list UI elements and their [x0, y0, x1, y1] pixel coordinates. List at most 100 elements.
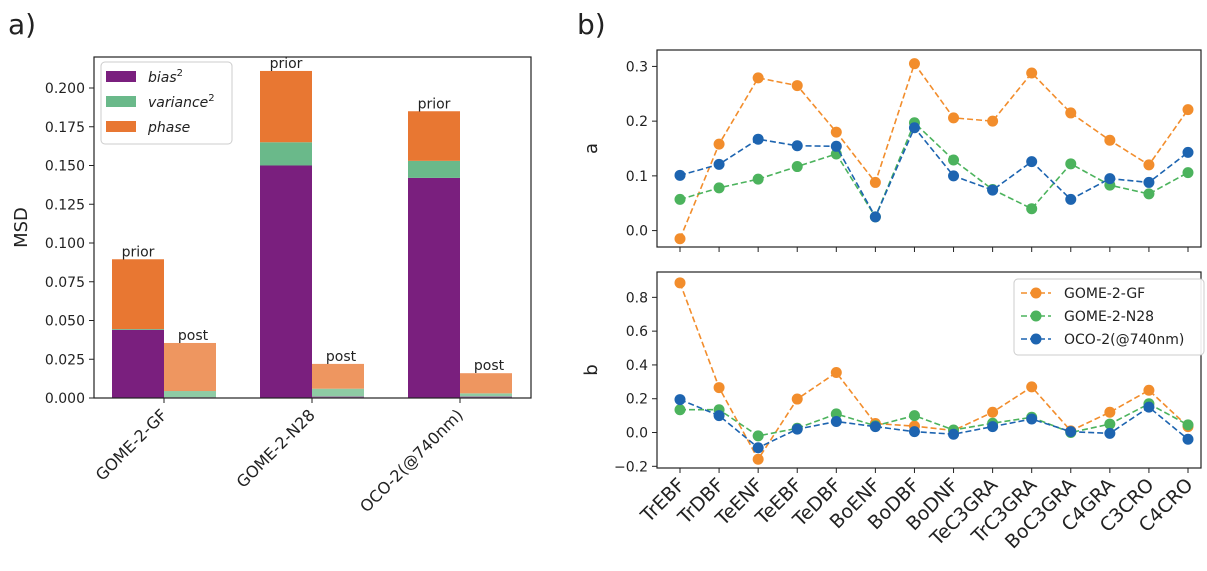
y-tick-label: 0.0: [626, 224, 648, 240]
data-point-2: [987, 184, 999, 196]
data-point-2: [1026, 156, 1038, 168]
data-point-0: [791, 393, 803, 405]
bar-prior-phase: [112, 259, 164, 330]
y-tick-label: 0.150: [45, 159, 85, 175]
bar-prior-phase: [260, 70, 312, 143]
data-point-2: [752, 133, 764, 145]
bar-prior-variance: [408, 160, 460, 178]
data-point-0: [1143, 384, 1155, 396]
data-point-1: [908, 410, 920, 422]
data-point-0: [948, 112, 960, 124]
x-tick-label: GOME-2-GF: [92, 405, 171, 484]
data-point-2: [987, 421, 999, 433]
data-point-0: [830, 367, 842, 379]
data-point-2: [791, 140, 803, 152]
data-point-0: [830, 126, 842, 138]
data-point-2: [1182, 433, 1194, 445]
bar-prior-bias: [260, 165, 312, 398]
data-point-0: [1026, 67, 1038, 79]
bar-label-post: post: [326, 349, 357, 365]
bar-post-bias: [460, 396, 512, 398]
y-tick-label: 0.8: [626, 290, 648, 306]
legend-label: GOME-2-GF: [1064, 286, 1145, 302]
plot-frame: [93, 56, 532, 399]
data-point-2: [1026, 413, 1038, 425]
series-line-0: [679, 282, 1189, 461]
data-point-0: [1182, 104, 1194, 116]
y-tick-label: 0.2: [626, 114, 648, 130]
y-tick-label: 0.025: [45, 352, 85, 368]
panel-a-msd-bar-chart: 0.000 0.025 0.050 0.075 0.100 0.125 0.150 0.175…: [11, 56, 532, 516]
data-point-1: [1182, 167, 1194, 179]
y-tick-label: 0.6: [626, 324, 648, 340]
data-point-0: [752, 72, 764, 84]
legend-swatch-phase: [106, 121, 136, 132]
data-point-2: [791, 423, 803, 435]
bar-prior-variance: [260, 142, 312, 166]
y-tick-label: 0.050: [45, 314, 85, 330]
bar-post-phase: [164, 342, 216, 392]
data-point-2: [948, 428, 960, 440]
data-point-2: [869, 211, 881, 223]
legend-label-bias: bias2: [148, 68, 183, 86]
data-point-1: [752, 430, 764, 442]
bar-label-post: post: [178, 328, 209, 344]
legend: bias2 variance2 phase: [100, 61, 233, 145]
data-point-0: [1026, 381, 1038, 393]
y-tick-label: 0.3: [626, 59, 648, 75]
data-point-2: [713, 158, 725, 170]
y-tick-label: 0.4: [626, 358, 648, 374]
panel-b-a-line-chart: 0.0 0.1 0.2 0.3 a: [581, 49, 1202, 252]
series-line-2: [679, 398, 1189, 449]
bar-label-prior: prior: [418, 96, 451, 112]
data-point-2: [1065, 193, 1077, 205]
legend-swatch-bias: [106, 71, 136, 82]
data-point-2: [752, 442, 764, 454]
legend-label: OCO-2(@740nm): [1064, 332, 1184, 348]
data-point-1: [1065, 158, 1077, 170]
x-tick-label: GOME-2-N28: [233, 405, 319, 491]
data-point-0: [987, 115, 999, 127]
data-point-1: [791, 161, 803, 173]
legend-label-variance: variance2: [148, 93, 215, 111]
data-point-0: [1065, 107, 1077, 119]
data-point-0: [674, 233, 686, 245]
data-point-2: [1143, 176, 1155, 188]
legend-label-phase: phase: [147, 120, 190, 136]
y-tick-label: 0.000: [45, 391, 85, 407]
legend-label: GOME-2-N28: [1064, 309, 1154, 325]
data-point-1: [1026, 203, 1038, 215]
data-point-2: [1143, 401, 1155, 413]
legend-box: [1013, 278, 1205, 356]
y-axis-label: MSD: [11, 207, 32, 248]
data-point-2: [1104, 173, 1116, 185]
legend-marker: [1030, 333, 1042, 345]
bar-post-phase: [312, 363, 364, 389]
series-line-1: [680, 402, 1189, 437]
data-point-2: [869, 421, 881, 433]
y-tick-label: −0.2: [614, 459, 648, 475]
data-point-2: [908, 426, 920, 438]
series-line-2: [679, 126, 1189, 219]
data-point-2: [713, 410, 725, 422]
data-point-0: [1104, 134, 1116, 146]
panel-label-a: a): [8, 8, 36, 41]
bar-prior-bias: [408, 177, 460, 398]
series-line-0: [679, 61, 1189, 240]
data-point-2: [1182, 146, 1194, 158]
y-tick-label: 0.0: [626, 426, 648, 442]
data-point-2: [674, 169, 686, 181]
data-point-0: [713, 138, 725, 150]
data-point-1: [1104, 418, 1116, 430]
bar-post-variance: [164, 391, 216, 398]
data-point-1: [1182, 419, 1194, 431]
data-point-2: [1065, 426, 1077, 438]
legend-swatch-variance: [106, 96, 136, 107]
data-point-1: [752, 173, 764, 185]
y-tick-label: 0.200: [45, 81, 85, 97]
bar-post-phase: [460, 373, 512, 394]
bar-label-prior: prior: [270, 56, 303, 72]
bar-label-post: post: [474, 358, 505, 374]
y-tick-label: 0.175: [45, 120, 85, 136]
